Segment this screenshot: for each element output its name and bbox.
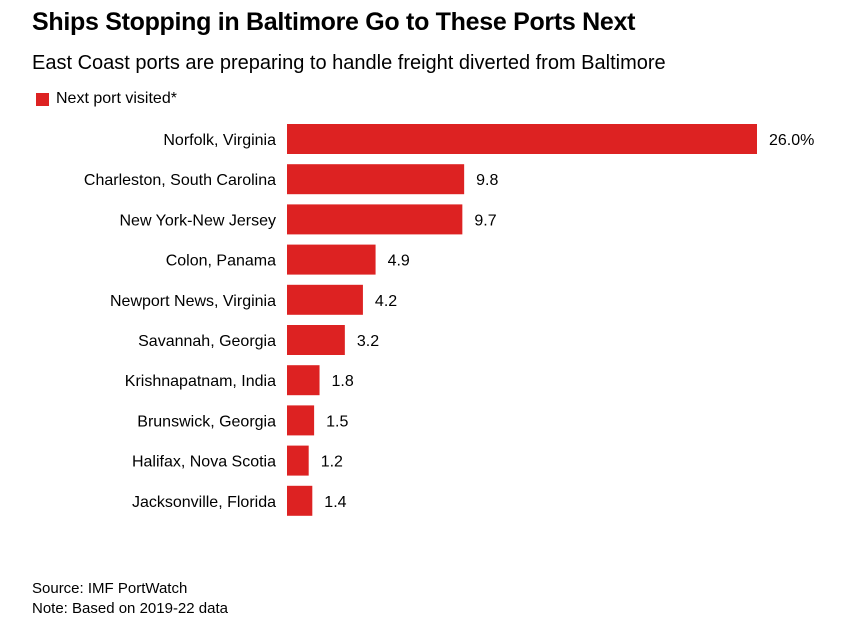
legend-swatch xyxy=(36,92,49,106)
category-label: Halifax, Nova Scotia xyxy=(132,454,276,471)
bar xyxy=(287,405,315,436)
footnote: Note: Based on 2019-22 data xyxy=(32,600,228,617)
category-label: Brunswick, Georgia xyxy=(137,413,276,430)
bar xyxy=(287,124,757,154)
bar xyxy=(287,445,309,476)
data-label: 26.0% xyxy=(769,132,814,149)
bar xyxy=(287,244,376,275)
legend-label: Next port visited* xyxy=(56,90,177,107)
category-label: Norfolk, Virginia xyxy=(163,132,276,149)
category-label: Newport News, Virginia xyxy=(110,293,276,310)
category-label: Charleston, South Carolina xyxy=(84,172,276,189)
chart-subtitle: East Coast ports are preparing to handle… xyxy=(32,52,666,74)
chart-title: Ships Stopping in Baltimore Go to These … xyxy=(32,8,636,36)
bar xyxy=(287,284,363,315)
category-label: New York-New Jersey xyxy=(120,212,277,229)
data-label: 9.8 xyxy=(476,172,498,189)
data-label: 3.2 xyxy=(357,333,379,350)
data-label: 1.2 xyxy=(321,454,343,471)
data-label: 4.9 xyxy=(388,253,410,270)
data-label: 1.8 xyxy=(332,373,354,390)
chart-legend: Next port visited* xyxy=(36,90,177,108)
bar xyxy=(287,365,320,396)
bar xyxy=(287,164,465,195)
source-note: Source: IMF PortWatch xyxy=(32,580,188,597)
bar xyxy=(287,485,313,516)
data-label: 1.5 xyxy=(326,413,348,430)
category-label: Krishnapatnam, India xyxy=(125,373,276,390)
bar xyxy=(287,204,463,235)
data-label: 1.4 xyxy=(324,494,346,511)
category-label: Jacksonville, Florida xyxy=(132,494,276,511)
bar-chart: Norfolk, Virginia 26.0% Charleston, South … xyxy=(84,124,814,516)
data-label: 9.7 xyxy=(474,212,496,229)
category-label: Colon, Panama xyxy=(166,253,276,270)
bar xyxy=(287,325,345,355)
data-label: 4.2 xyxy=(375,293,397,310)
category-label: Savannah, Georgia xyxy=(138,333,276,350)
